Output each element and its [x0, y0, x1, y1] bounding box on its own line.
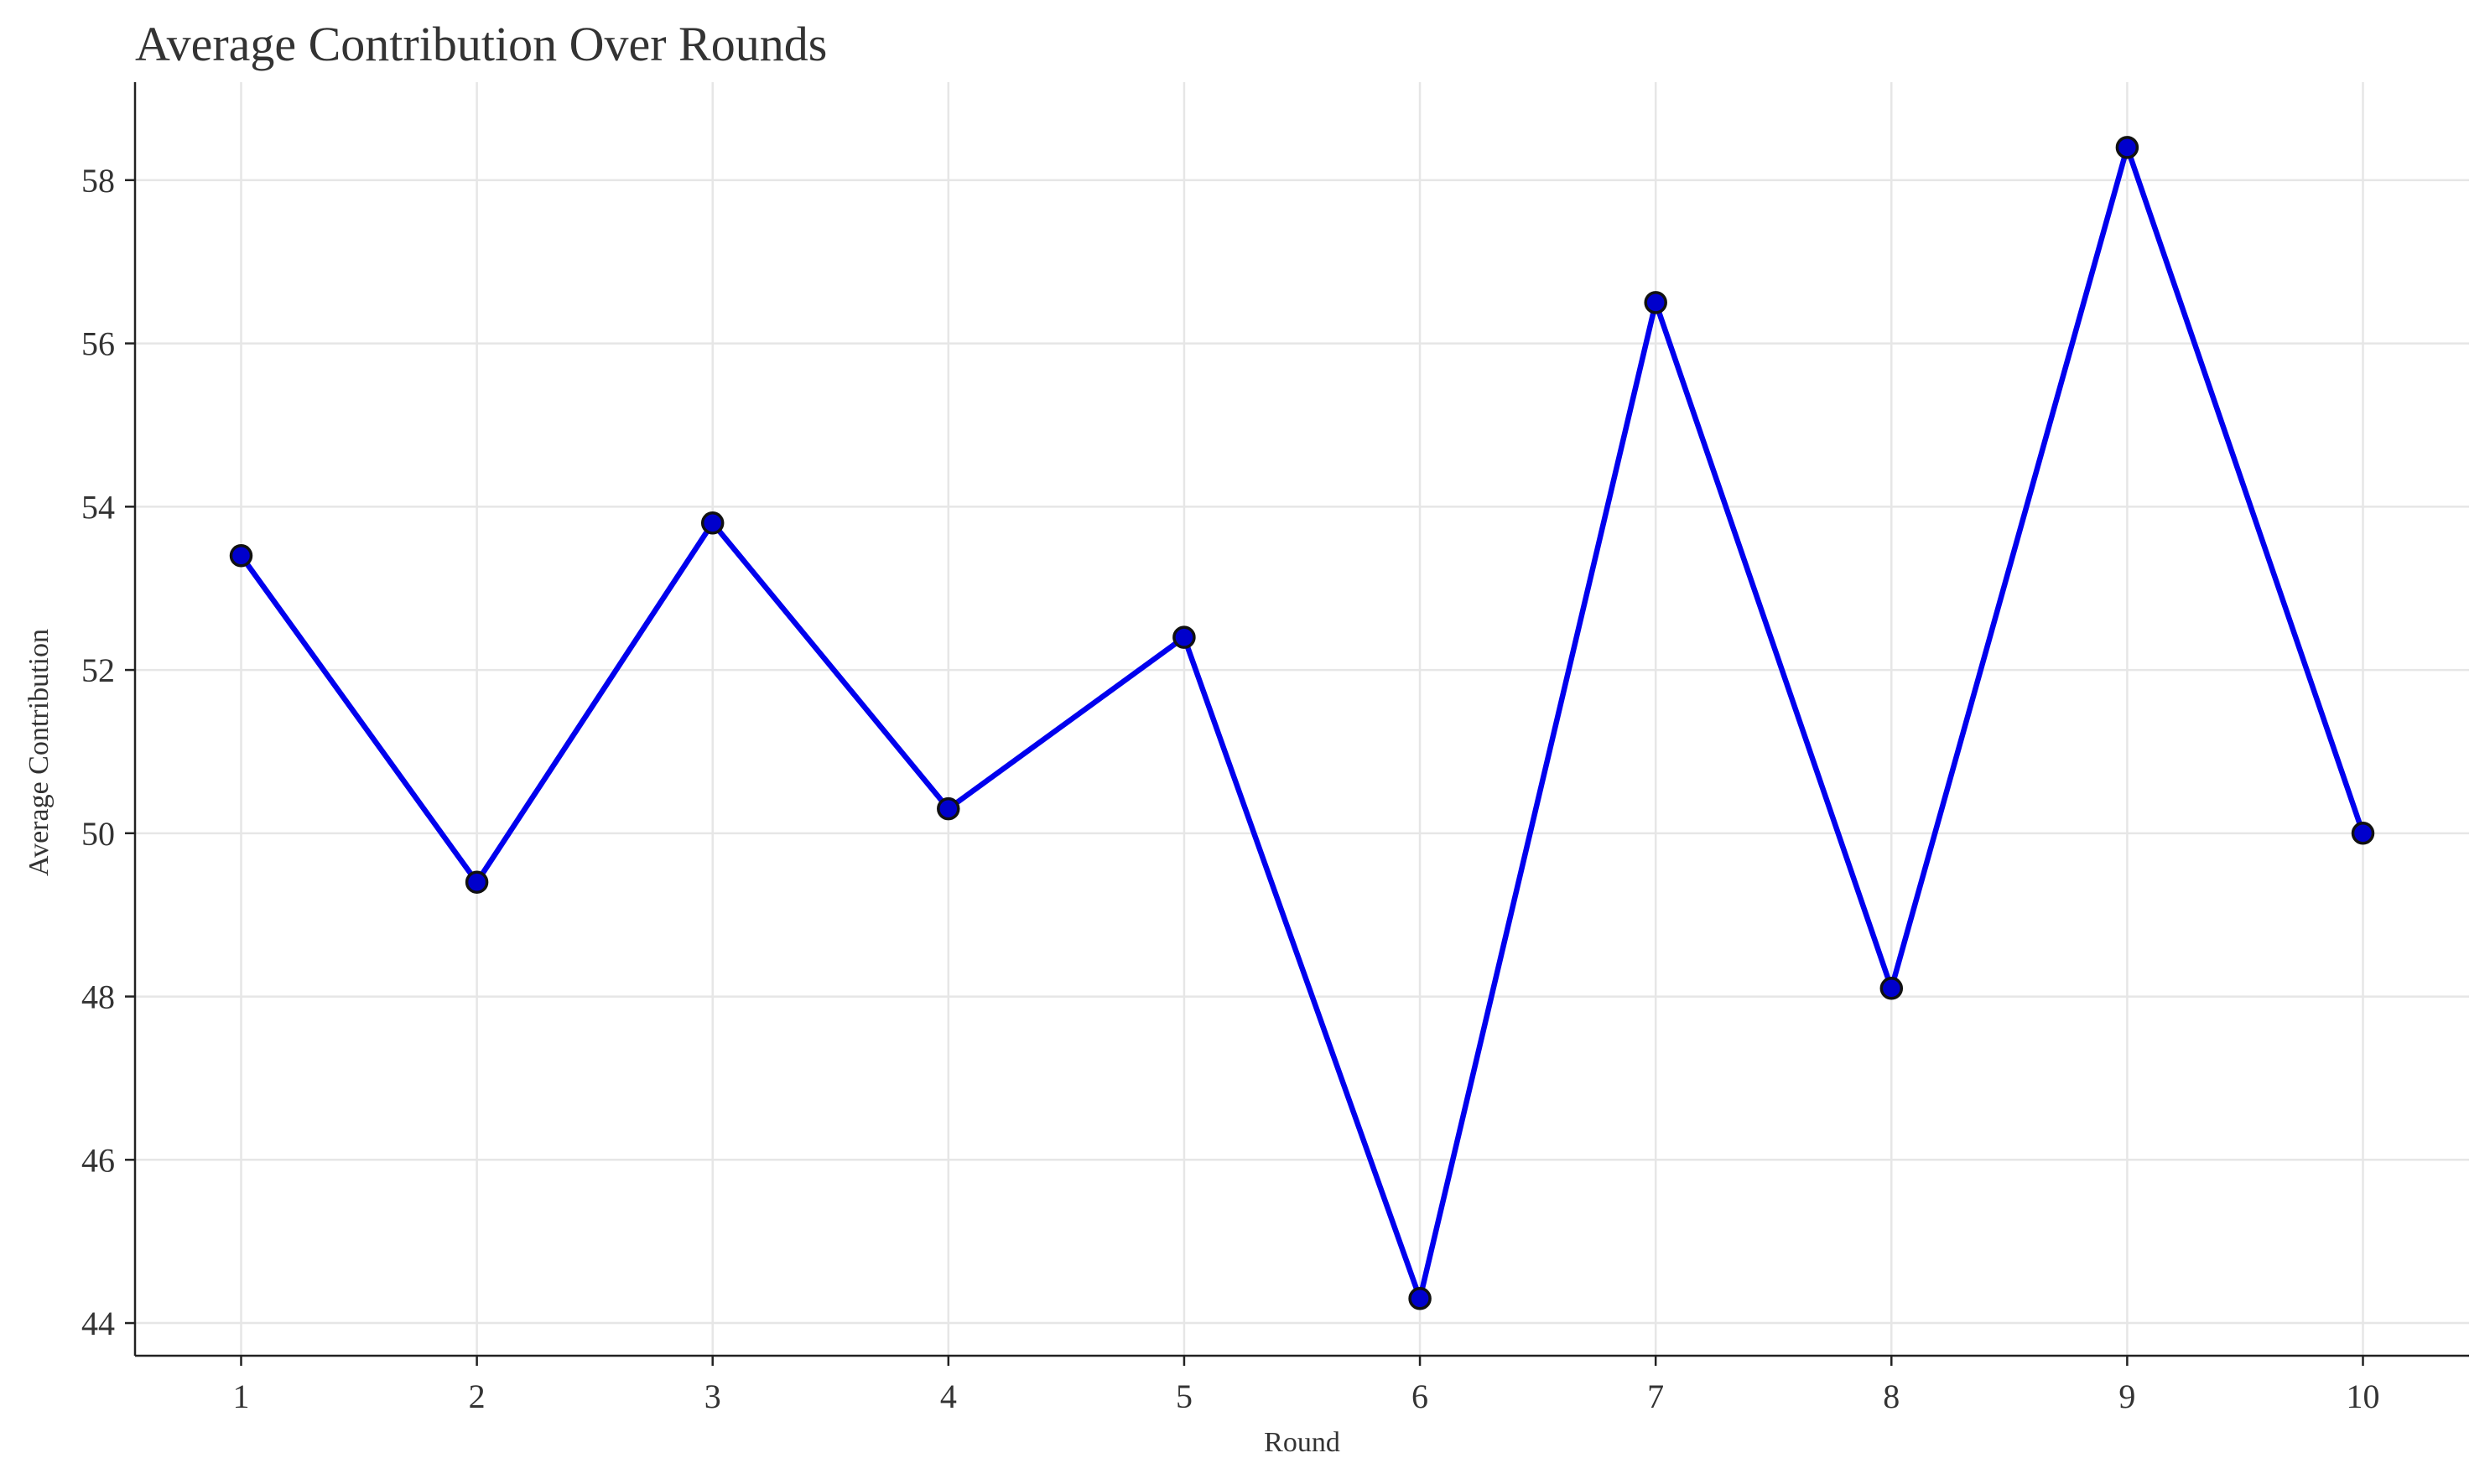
y-tick-label: 46: [81, 1141, 115, 1179]
data-point: [1408, 1287, 1432, 1310]
data-point: [1644, 291, 1667, 314]
x-tick-label: 6: [1411, 1378, 1428, 1415]
y-tick-label: 50: [81, 815, 115, 853]
x-tick-label: 10: [2347, 1378, 2380, 1415]
y-tick-label: 48: [81, 978, 115, 1016]
data-point: [937, 796, 960, 821]
x-tick-label: 7: [1647, 1378, 1664, 1415]
x-tick-label: 9: [2118, 1378, 2135, 1415]
grid: [135, 82, 2469, 1356]
y-tick-label: 58: [81, 162, 115, 200]
data-point: [2351, 822, 2375, 845]
data-point: [1172, 625, 1196, 649]
y-tick-label: 44: [81, 1305, 115, 1342]
series-layer: [229, 136, 2375, 1310]
x-tick-label: 2: [469, 1378, 486, 1415]
data-point: [229, 544, 253, 568]
chart-title: Average Contribution Over Rounds: [135, 17, 827, 71]
y-axis-label: Average Contribution: [23, 629, 55, 876]
y-tick-label: 52: [81, 651, 115, 689]
x-tick-label: 1: [233, 1378, 250, 1415]
x-tick-label: 5: [1176, 1378, 1193, 1415]
data-point: [465, 870, 489, 894]
labels: Average Contribution Over Rounds Round A…: [23, 17, 1340, 1458]
series-line: [238, 144, 2366, 1302]
x-axis-label: Round: [1264, 1427, 1340, 1458]
data-point: [700, 511, 725, 535]
x-tick-label: 4: [940, 1378, 957, 1415]
y-tick-label: 56: [81, 325, 115, 363]
data-point: [1879, 977, 1904, 1000]
data-point: [2115, 136, 2139, 159]
x-tick-label: 3: [704, 1378, 721, 1415]
y-tick-label: 54: [81, 488, 115, 526]
x-tick-label: 8: [1883, 1378, 1900, 1415]
